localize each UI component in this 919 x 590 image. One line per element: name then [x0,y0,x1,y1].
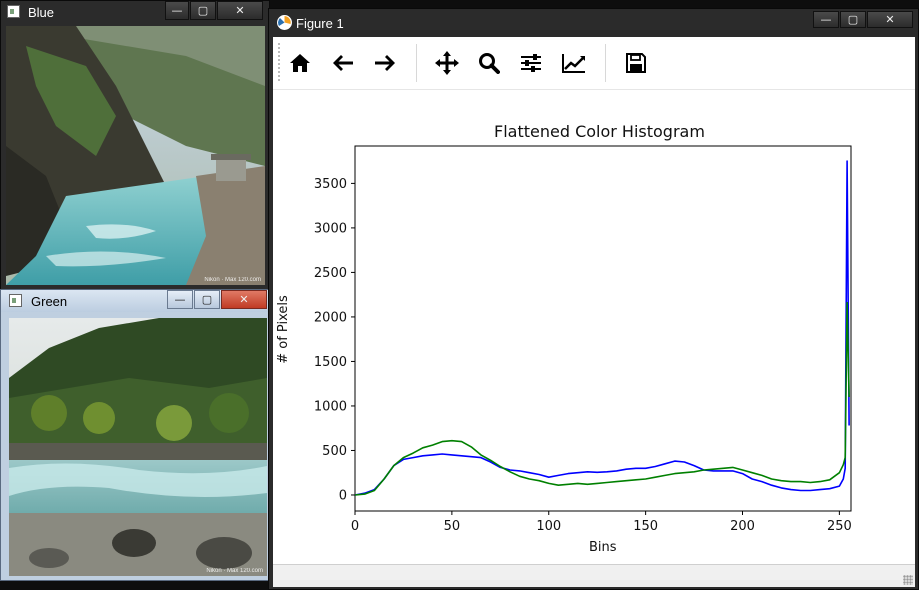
sliders-icon [521,54,541,72]
image-watermark: Nikon · Max 120.com [204,277,261,283]
y-tick-label: 1500 [314,355,347,370]
x-tick-label: 150 [633,519,658,534]
figure-client-area: 0 50 100 150 200 250 0 500 1000 1500 2000 2500 3000 3… [273,37,915,587]
window-title: Blue [28,5,55,20]
blue-window: Blue — ▢ ✕ Nikon · Max 120.com [0,0,270,290]
minimize-button[interactable]: — [165,1,189,20]
toolbar-zoom-button[interactable] [472,46,506,80]
toolbar-separator [605,44,606,82]
x-tick-label: 200 [730,519,755,534]
status-bar [273,564,915,587]
arrow-right-icon [375,55,395,71]
window-app-icon [7,5,20,18]
x-tick-label: 100 [536,519,561,534]
toolbar-grip [278,43,280,83]
figure-canvas[interactable]: 0 50 100 150 200 250 0 500 1000 1500 2000 2500 3000 3… [273,89,915,565]
close-button[interactable]: ✕ [867,11,913,28]
y-tick-label: 0 [339,488,347,503]
matplotlib-icon [277,15,292,30]
magnifier-icon [479,53,500,74]
toolbar-configure-button[interactable] [514,46,548,80]
toolbar-edit-axis-button[interactable] [557,46,591,80]
home-icon [290,54,310,72]
close-button[interactable]: ✕ [217,1,263,20]
blue-titlebar[interactable]: Blue — ▢ ✕ [1,1,269,23]
y-tick-label: 3000 [314,221,347,236]
move-icon [435,51,459,75]
maximize-button[interactable]: ▢ [190,1,216,20]
floppy-disk-icon [626,53,646,73]
toolbar-pan-button[interactable] [430,46,464,80]
maximize-button[interactable]: ▢ [840,11,866,28]
arrow-left-icon [333,55,353,71]
y-axis-label: # of Pixels [275,295,291,364]
figure-window: Figure 1 — ▢ ✕ [268,8,919,590]
y-tick-label: 3500 [314,177,347,192]
y-tick-label: 2500 [314,266,347,281]
green-window: Green — ▢ ✕ Nikon · Max 120.com [0,289,272,581]
toolbar-separator [416,44,417,82]
toolbar-back-button[interactable] [326,46,360,80]
toolbar-save-button[interactable] [619,46,653,80]
x-tick-label: 50 [444,519,461,534]
navigation-toolbar [273,37,915,89]
figure-titlebar[interactable]: Figure 1 — ▢ ✕ [269,9,918,35]
green-channel-image: Nikon · Max 120.com [9,318,267,576]
x-tick-label: 250 [827,519,852,534]
blue-channel-image: Nikon · Max 120.com [6,26,265,285]
window-app-icon [9,294,22,307]
image-watermark: Nikon · Max 120.com [206,568,263,574]
x-tick-label: 0 [351,519,359,534]
y-tick-label: 500 [322,444,347,459]
y-tick-label: 2000 [314,310,347,325]
plot-frame [354,145,852,512]
window-title: Figure 1 [296,16,344,31]
x-axis-label: Bins [589,540,617,555]
toolbar-home-button[interactable] [283,46,317,80]
minimize-button[interactable]: — [167,290,193,309]
window-title: Green [31,294,68,309]
green-series-line [354,301,850,496]
line-chart-icon [562,54,585,73]
y-tick-label: 1000 [314,399,347,414]
histogram-chart: 0 50 100 150 200 2500500100015002000250030003… [314,145,852,534]
green-titlebar[interactable]: Green — ▢ ✕ [1,290,271,312]
blue-series-line [354,160,850,496]
close-button[interactable]: ✕ [221,290,267,309]
minimize-button[interactable]: — [813,11,839,28]
maximize-button[interactable]: ▢ [194,290,220,309]
chart-title: Flattened Color Histogram [494,122,705,141]
resize-grip[interactable] [903,575,913,585]
toolbar-forward-button[interactable] [368,46,402,80]
